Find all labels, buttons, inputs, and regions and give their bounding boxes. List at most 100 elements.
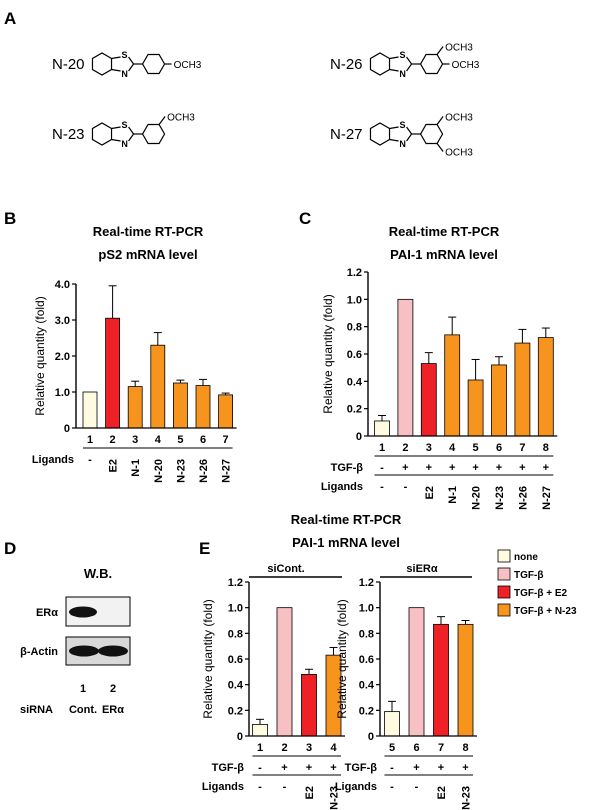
blot-sirna-cont: Cont.	[69, 704, 97, 716]
atom-s: S	[400, 120, 406, 130]
chart-e-sicont: 0 0.2 0.4 0.6 0.8 1.0 1.2 Relative quantity (fo…	[201, 563, 345, 810]
y-axis-label: Relative quantity (fold)	[33, 296, 47, 415]
condition-mark: -	[390, 762, 394, 774]
y-tick-label: 2.0	[55, 351, 70, 363]
y-tick-label: 1.0	[55, 387, 70, 399]
legend-swatch	[497, 603, 511, 617]
y-tick-label: 0.8	[347, 322, 362, 334]
bar-lane-4	[444, 334, 461, 437]
structure-n-23: N-23 SN OCH3	[52, 112, 195, 149]
blot-band-actin-lane1	[69, 645, 99, 657]
condition-mark: E2	[424, 486, 436, 499]
condition-mark: +	[462, 762, 468, 774]
panel-e-subtitle: PAI-1 mRNA level	[292, 535, 400, 550]
blot-lane-2: 2	[110, 683, 116, 695]
bar-lane-5	[467, 379, 484, 437]
bond	[111, 138, 121, 142]
condition-mark: +	[543, 462, 549, 474]
blot-row-actin: β-Actin	[20, 646, 58, 658]
atom-n: N	[121, 139, 128, 149]
phenyl-ring	[141, 53, 166, 75]
blot-row-era: ERα	[36, 607, 58, 619]
lane-number: 2	[281, 742, 287, 754]
bar-lane-5	[172, 382, 188, 429]
y-tick-label: 4.0	[55, 279, 70, 291]
lane-number: 3	[306, 742, 312, 754]
condition-mark: E2	[304, 786, 316, 799]
condition-mark: N-1	[447, 486, 459, 504]
bond	[406, 56, 413, 65]
condition-mark: N-20	[153, 459, 165, 483]
lane-number: 5	[389, 742, 395, 754]
chart-c: 0 0.2 0.4 0.6 0.8 1.0 1.2 Relative quantity (fo…	[321, 267, 558, 510]
lane-number: 1	[379, 442, 385, 454]
y-tick-label: 0.6	[359, 654, 374, 666]
panel-label-c: C	[299, 209, 311, 228]
bond	[128, 133, 135, 142]
y-tick-label: 0.8	[359, 628, 374, 640]
bond	[111, 56, 121, 60]
y-tick-label: 0.2	[347, 404, 362, 416]
bar-lane-6	[195, 385, 211, 429]
condition-mark: +	[402, 462, 408, 474]
y-tick-label: 0	[368, 731, 374, 743]
condition-mark: N-23	[494, 486, 506, 510]
lane-number: 1	[87, 434, 93, 446]
bar-lane-3	[127, 386, 143, 429]
condition-mark: +	[426, 462, 432, 474]
bond	[436, 46, 444, 55]
y-tick-label: 0	[356, 431, 362, 443]
legend-label: TGF-β + E2	[514, 588, 567, 599]
lane-number: 7	[519, 442, 525, 454]
condition-mark: -	[380, 481, 384, 493]
chart-b: 0 1.0 2.0 3.0 4.0 Relative quantity (fold) 1 2 3…	[32, 279, 237, 483]
panel-c-subtitle: PAI-1 mRNA level	[390, 247, 498, 262]
condition-mark: N-27	[221, 459, 233, 483]
lane-number: 5	[473, 442, 479, 454]
y-tick-label: 1.0	[359, 603, 374, 615]
condition-row-label: Ligands	[335, 781, 377, 793]
panel-e-title: Real-time RT-PCR	[291, 512, 402, 527]
blot-sirna-era: ERα	[102, 704, 124, 716]
y-tick-label: 1.0	[347, 294, 362, 306]
benzo-ring	[369, 52, 391, 76]
condition-mark: N-26	[517, 486, 529, 510]
condition-mark: +	[449, 462, 455, 474]
group-label: siCont.	[267, 563, 304, 575]
lane-number: 7	[438, 742, 444, 754]
bar-lane-3	[420, 363, 437, 437]
condition-mark: N-27	[541, 486, 553, 510]
panel-c-title: Real-time RT-PCR	[389, 224, 500, 239]
y-axis-label: Relative quantity (fold)	[321, 294, 335, 413]
atom-s: S	[400, 50, 406, 60]
condition-mark: E2	[436, 786, 448, 799]
blot-band-era-lane1	[69, 606, 97, 618]
bar-lane-7	[218, 394, 234, 429]
y-tick-label: 1.2	[228, 577, 243, 589]
condition-mark: +	[438, 762, 444, 774]
lane-number: 6	[496, 442, 502, 454]
y-tick-label: 0.4	[347, 376, 363, 388]
y-tick-label: 0.2	[228, 705, 243, 717]
condition-mark: -	[415, 781, 419, 793]
blot-sirna-label: siRNA	[20, 704, 53, 716]
lane-number: 8	[543, 442, 549, 454]
bond	[406, 126, 413, 135]
bond	[158, 116, 166, 125]
bond	[128, 126, 135, 135]
condition-mark: +	[413, 762, 419, 774]
condition-row-label: TGF-β	[331, 462, 364, 474]
condition-mark: +	[472, 462, 478, 474]
bond	[111, 68, 121, 72]
bond	[436, 116, 444, 125]
panel-label-b: B	[4, 209, 16, 228]
bar-lane-4	[150, 344, 166, 429]
condition-row-label: TGF-β	[345, 762, 378, 774]
lane-number: 8	[462, 742, 468, 754]
y-axis-label: Relative quantity (fold)	[335, 599, 349, 718]
bar-lane-1	[374, 420, 390, 437]
lane-number: 3	[426, 442, 432, 454]
bar-lane-7	[433, 623, 449, 737]
chart-e-siera: 0 0.2 0.4 0.6 0.8 1.0 1.2 Relative quantity (fo…	[335, 563, 477, 810]
